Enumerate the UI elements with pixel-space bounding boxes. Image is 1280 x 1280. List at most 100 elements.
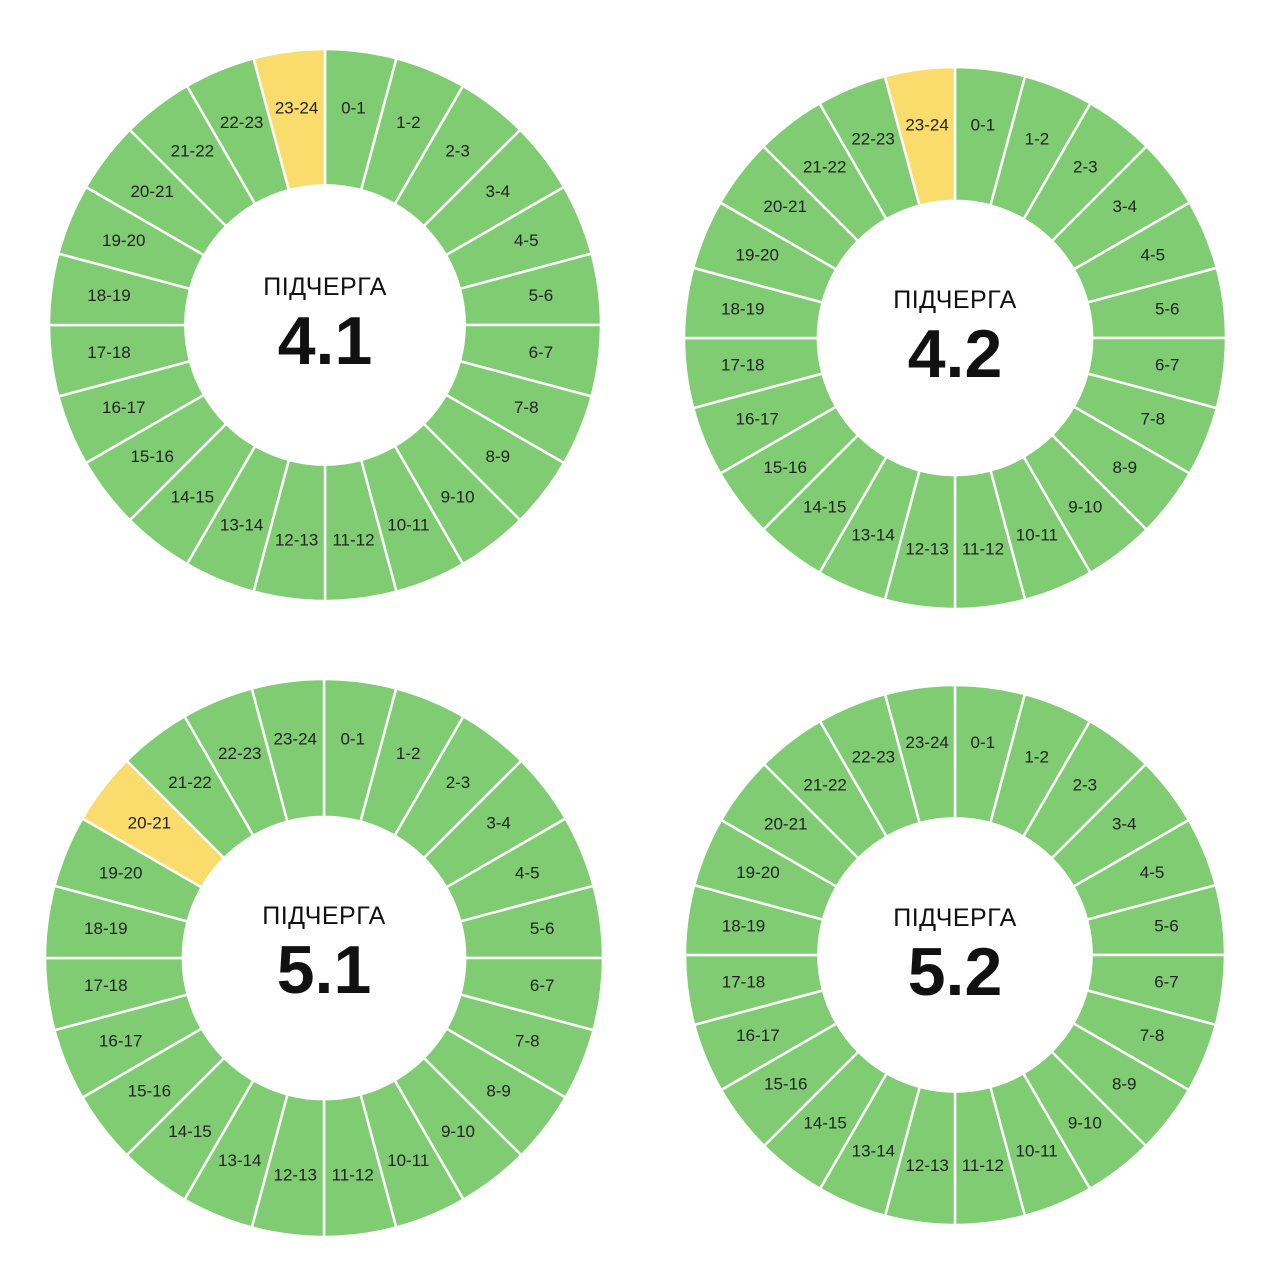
hour-label-10-11: 10-11 bbox=[387, 516, 429, 535]
hour-label-3-4: 3-4 bbox=[1113, 197, 1138, 216]
hour-label-7-8: 7-8 bbox=[1140, 409, 1165, 428]
hour-label-12-13: 12-13 bbox=[905, 540, 948, 559]
chart-title: 5.1 bbox=[277, 932, 372, 1008]
hour-label-17-18: 17-18 bbox=[721, 355, 764, 374]
hour-label-12-13: 12-13 bbox=[275, 530, 318, 549]
hour-label-10-11: 10-11 bbox=[387, 1151, 429, 1170]
hour-label-23-24: 23-24 bbox=[275, 99, 318, 118]
hour-label-18-19: 18-19 bbox=[84, 919, 127, 938]
hour-segment-23-24 bbox=[883, 684, 957, 825]
hour-label-4-5: 4-5 bbox=[1140, 246, 1165, 265]
hour-label-8-9: 8-9 bbox=[1112, 1074, 1137, 1093]
hour-label-3-4: 3-4 bbox=[486, 182, 511, 201]
hour-label-22-23: 22-23 bbox=[218, 744, 261, 763]
hour-label-11-12: 11-12 bbox=[962, 1156, 1004, 1175]
hour-label-20-21: 20-21 bbox=[130, 182, 173, 201]
hour-label-23-24: 23-24 bbox=[905, 115, 948, 134]
hour-label-6-7: 6-7 bbox=[529, 343, 554, 362]
hour-label-3-4: 3-4 bbox=[486, 814, 511, 833]
hour-label-13-14: 13-14 bbox=[220, 516, 263, 535]
chart-subtitle: ПІДЧЕРГА bbox=[893, 286, 1017, 314]
chart-title: 5.2 bbox=[908, 934, 1003, 1010]
hour-label-12-13: 12-13 bbox=[274, 1166, 317, 1185]
hour-label-22-23: 22-23 bbox=[852, 747, 895, 766]
hour-label-15-16: 15-16 bbox=[130, 447, 173, 466]
hour-label-8-9: 8-9 bbox=[1113, 458, 1138, 477]
hour-label-0-1: 0-1 bbox=[971, 733, 996, 752]
hour-label-10-11: 10-11 bbox=[1016, 525, 1058, 544]
hour-label-0-1: 0-1 bbox=[340, 729, 365, 748]
hour-label-1-2: 1-2 bbox=[1024, 747, 1049, 766]
hour-label-20-21: 20-21 bbox=[764, 815, 807, 834]
hour-label-11-12: 11-12 bbox=[962, 540, 1004, 559]
hour-label-11-12: 11-12 bbox=[332, 1166, 374, 1185]
hour-label-7-8: 7-8 bbox=[1140, 1026, 1165, 1045]
hour-label-5-6: 5-6 bbox=[1154, 917, 1179, 936]
hour-label-22-23: 22-23 bbox=[851, 130, 894, 149]
hour-label-18-19: 18-19 bbox=[721, 300, 764, 319]
hour-label-13-14: 13-14 bbox=[218, 1151, 261, 1170]
hour-label-8-9: 8-9 bbox=[486, 1081, 511, 1100]
hour-segment-23-24 bbox=[252, 48, 327, 192]
hour-label-3-4: 3-4 bbox=[1112, 815, 1137, 834]
chart-subqueue-4-2: 0-1 1-2 2-3 3-4 4-5 5-6 6-7 7-8 8-9 9-10 10-11 11-1… bbox=[683, 66, 1227, 610]
hour-label-18-19: 18-19 bbox=[87, 286, 130, 305]
hour-label-15-16: 15-16 bbox=[128, 1081, 171, 1100]
chart-subqueue-5-1: 0-1 1-2 2-3 3-4 4-5 5-6 6-7 7-8 8-9 9-10 10-11 11-1… bbox=[44, 678, 604, 1238]
hour-label-19-20: 19-20 bbox=[735, 246, 778, 265]
chart-subtitle: ПІДЧЕРГА bbox=[262, 902, 386, 930]
hour-label-11-12: 11-12 bbox=[332, 530, 374, 549]
hour-label-20-21: 20-21 bbox=[128, 814, 171, 833]
hour-label-21-22: 21-22 bbox=[803, 775, 846, 794]
hour-label-5-6: 5-6 bbox=[1155, 300, 1180, 319]
hour-label-19-20: 19-20 bbox=[736, 863, 779, 882]
hour-label-12-13: 12-13 bbox=[905, 1156, 948, 1175]
hour-label-9-10: 9-10 bbox=[441, 487, 475, 506]
hour-label-21-22: 21-22 bbox=[168, 773, 211, 792]
hour-label-13-14: 13-14 bbox=[852, 1142, 895, 1161]
hour-label-6-7: 6-7 bbox=[1155, 355, 1180, 374]
hour-label-7-8: 7-8 bbox=[515, 1032, 540, 1051]
hour-label-7-8: 7-8 bbox=[514, 398, 539, 417]
hour-label-15-16: 15-16 bbox=[763, 458, 806, 477]
hour-label-16-17: 16-17 bbox=[99, 1032, 142, 1051]
hour-label-14-15: 14-15 bbox=[168, 1122, 211, 1141]
hour-segment-23-24 bbox=[250, 678, 326, 824]
hour-label-17-18: 17-18 bbox=[722, 972, 765, 991]
hour-label-6-7: 6-7 bbox=[1154, 972, 1179, 991]
chart-subtitle: ПІДЧЕРГА bbox=[263, 273, 387, 301]
hour-label-0-1: 0-1 bbox=[341, 99, 366, 118]
hour-label-17-18: 17-18 bbox=[87, 343, 130, 362]
hour-label-19-20: 19-20 bbox=[102, 231, 145, 250]
hour-label-6-7: 6-7 bbox=[530, 976, 555, 995]
hour-label-14-15: 14-15 bbox=[803, 1114, 846, 1133]
hour-label-4-5: 4-5 bbox=[515, 863, 540, 882]
hour-label-17-18: 17-18 bbox=[84, 976, 127, 995]
hour-label-16-17: 16-17 bbox=[102, 398, 145, 417]
hour-label-2-3: 2-3 bbox=[1073, 775, 1098, 794]
hour-label-15-16: 15-16 bbox=[764, 1074, 807, 1093]
hour-label-23-24: 23-24 bbox=[274, 729, 317, 748]
hour-segment-23-24 bbox=[883, 66, 957, 208]
hour-label-10-11: 10-11 bbox=[1016, 1142, 1058, 1161]
hour-label-20-21: 20-21 bbox=[763, 197, 806, 216]
hour-label-19-20: 19-20 bbox=[99, 863, 142, 882]
hour-label-2-3: 2-3 bbox=[446, 773, 471, 792]
chart-subqueue-4-1: 0-1 1-2 2-3 3-4 4-5 5-6 6-7 7-8 8-9 9-10 10-11 11-1… bbox=[48, 48, 602, 602]
hour-label-14-15: 14-15 bbox=[803, 497, 846, 516]
hour-label-16-17: 16-17 bbox=[735, 409, 778, 428]
hour-label-9-10: 9-10 bbox=[1068, 497, 1102, 516]
hour-label-1-2: 1-2 bbox=[1025, 130, 1050, 149]
hour-label-21-22: 21-22 bbox=[803, 158, 846, 177]
hour-label-5-6: 5-6 bbox=[529, 286, 554, 305]
hour-label-1-2: 1-2 bbox=[396, 744, 421, 763]
hour-label-16-17: 16-17 bbox=[736, 1026, 779, 1045]
chart-title: 4.1 bbox=[278, 303, 373, 379]
hour-label-21-22: 21-22 bbox=[171, 142, 214, 161]
hour-label-18-19: 18-19 bbox=[722, 917, 765, 936]
hour-label-2-3: 2-3 bbox=[445, 142, 470, 161]
hour-label-5-6: 5-6 bbox=[530, 919, 555, 938]
hour-label-9-10: 9-10 bbox=[441, 1122, 475, 1141]
hour-label-2-3: 2-3 bbox=[1073, 158, 1098, 177]
chart-subtitle: ПІДЧЕРГА bbox=[893, 904, 1017, 932]
